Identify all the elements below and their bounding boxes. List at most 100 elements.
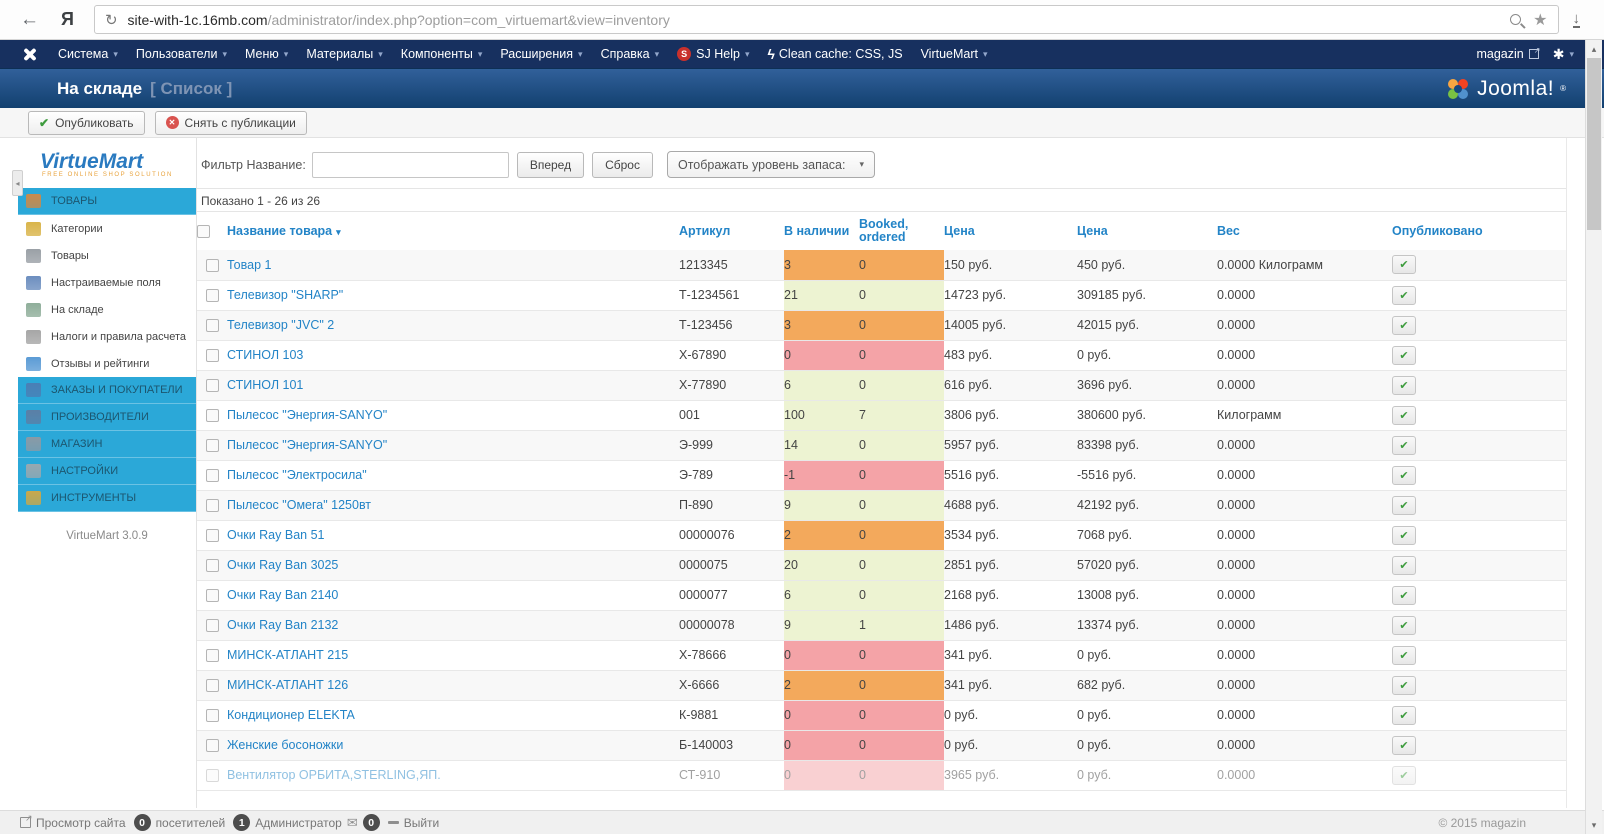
back-icon[interactable]: ← (20, 8, 39, 30)
scroll-up-arrow-icon[interactable]: ▴ (1591, 43, 1597, 54)
product-link[interactable]: Пылесос "Омега" 1250вт (227, 498, 372, 512)
column-header-weight[interactable]: Вес (1217, 224, 1240, 238)
row-checkbox[interactable] (205, 619, 219, 633)
row-checkbox[interactable] (205, 529, 219, 543)
product-link[interactable]: МИНСК-АТЛАНТ 126 (227, 678, 349, 692)
product-link[interactable]: Телевизор "JVC" 2 (227, 318, 335, 332)
scrollbar-thumb[interactable] (1587, 58, 1601, 230)
row-checkbox[interactable] (205, 469, 219, 483)
admin-menu-sj-help[interactable]: S SJ Help ▾ (668, 40, 758, 68)
row-checkbox[interactable] (205, 439, 219, 453)
unpublish-button[interactable]: ✕ Снять с публикации (154, 110, 307, 135)
sidebar-item[interactable]: НАСТРОЙКИ (18, 458, 196, 485)
admin-menu-item[interactable]: Справка ▾ (592, 40, 669, 68)
published-toggle[interactable]: ✔ (1392, 555, 1416, 575)
column-header-price-total[interactable]: Цена (1077, 224, 1108, 238)
published-toggle[interactable]: ✔ (1392, 735, 1416, 755)
logout-link[interactable]: Выйти (387, 816, 439, 830)
published-toggle[interactable]: ✔ (1392, 675, 1416, 695)
product-link[interactable]: Кондиционер ELEKTA (227, 708, 355, 722)
admin-menu-item[interactable]: Компоненты ▾ (392, 40, 492, 68)
column-header-sku[interactable]: Артикул (679, 224, 731, 238)
row-checkbox[interactable] (205, 559, 219, 573)
row-checkbox[interactable] (205, 769, 219, 783)
published-toggle[interactable]: ✔ (1392, 315, 1416, 335)
row-checkbox[interactable] (205, 349, 219, 363)
row-checkbox[interactable] (205, 679, 219, 693)
sidebar-item[interactable]: ПРОИЗВОДИТЕЛИ (18, 404, 196, 431)
published-toggle[interactable]: ✔ (1392, 765, 1416, 785)
row-checkbox[interactable] (205, 409, 219, 423)
product-link[interactable]: Женские босоножки (227, 738, 344, 752)
published-toggle[interactable]: ✔ (1392, 255, 1416, 275)
browser-logo[interactable]: Я (61, 9, 74, 29)
published-toggle[interactable]: ✔ (1392, 525, 1416, 545)
url-bar[interactable]: ↻ site-with-1c.16mb.com/administrator/in… (93, 5, 1559, 34)
published-toggle[interactable]: ✔ (1392, 495, 1416, 515)
product-link[interactable]: Товар 1 (227, 257, 272, 272)
published-toggle[interactable]: ✔ (1392, 705, 1416, 725)
product-link[interactable]: СТИНОЛ 101 (227, 378, 304, 392)
sidebar-item[interactable]: ИНСТРУМЕНТЫ (18, 485, 196, 512)
sidebar-item[interactable]: На складе (18, 296, 196, 323)
row-checkbox[interactable] (205, 379, 219, 393)
admin-menu-item[interactable]: Расширения ▾ (491, 40, 591, 68)
sidebar-item[interactable]: Категории (18, 215, 196, 242)
sidebar-item[interactable]: ТОВАРЫ (18, 188, 196, 215)
admin-menu-clean-cache[interactable]: ϟ Clean cache: CSS, JS (758, 40, 911, 68)
bookmark-star-icon[interactable]: ★ (1533, 11, 1548, 29)
admin-menu-item[interactable]: Материалы ▾ (297, 40, 391, 68)
row-checkbox[interactable] (205, 739, 219, 753)
row-checkbox[interactable] (205, 589, 219, 603)
publish-button[interactable]: ✔ Опубликовать (28, 110, 145, 135)
page-scrollbar[interactable]: ▴ ▾ (1585, 40, 1602, 834)
product-link[interactable]: Пылесос "Энергия-SANYO" (227, 438, 388, 452)
row-checkbox[interactable] (205, 289, 219, 303)
product-link[interactable]: Очки Ray Ban 3025 (227, 558, 339, 572)
sidebar-item[interactable]: Отзывы и рейтинги (18, 350, 196, 377)
admin-menu-item[interactable]: Система ▾ (49, 40, 127, 68)
product-link[interactable]: Вентилятор ОРБИТА,STERLING,ЯП. (227, 768, 441, 782)
admin-menu-item[interactable]: Меню ▾ (236, 40, 297, 68)
search-icon[interactable] (1510, 14, 1522, 25)
product-link[interactable]: Очки Ray Ban 51 (227, 528, 325, 542)
column-header-name[interactable]: Название товара ▾ (227, 212, 679, 250)
go-button[interactable]: Вперед (516, 151, 585, 178)
row-checkbox[interactable] (205, 319, 219, 333)
product-link[interactable]: МИНСК-АТЛАНТ 215 (227, 648, 349, 662)
view-site-link[interactable]: magazin (1476, 40, 1540, 68)
product-link[interactable]: Телевизор "SHARP" (227, 288, 344, 302)
reset-button[interactable]: Сброс (592, 151, 653, 178)
stock-level-dropdown[interactable]: Отображать уровень запаса: ▾ (666, 151, 876, 178)
scroll-down-arrow-icon[interactable]: ▾ (1591, 819, 1597, 830)
row-checkbox[interactable] (205, 709, 219, 723)
published-toggle[interactable]: ✔ (1392, 645, 1416, 665)
sidebar-item[interactable]: МАГАЗИН (18, 431, 196, 458)
product-link[interactable]: Пылесос "Энергия-SANYO" (227, 408, 388, 422)
published-toggle[interactable]: ✔ (1392, 375, 1416, 395)
admin-settings-menu[interactable]: ✱ ▾ (1553, 40, 1574, 68)
sidebar-item[interactable]: Налоги и правила расчета (18, 323, 196, 350)
admin-menu-item[interactable]: Пользователи ▾ (127, 40, 236, 68)
downloads-icon[interactable]: ↓ (1572, 9, 1580, 28)
row-checkbox[interactable] (205, 499, 219, 513)
footer-view-site[interactable]: Просмотр сайта (20, 813, 126, 830)
sidebar-item[interactable]: Настраиваемые поля (18, 269, 196, 296)
filter-name-input[interactable] (311, 151, 509, 178)
row-checkbox[interactable] (205, 649, 219, 663)
column-header-price[interactable]: Цена (944, 224, 975, 238)
select-all-checkbox[interactable] (197, 225, 210, 239)
published-toggle[interactable]: ✔ (1392, 285, 1416, 305)
column-header-stock[interactable]: В наличии (784, 224, 850, 238)
reload-icon[interactable]: ↻ (104, 11, 118, 29)
published-toggle[interactable]: ✔ (1392, 615, 1416, 635)
joomla-icon[interactable] (22, 47, 37, 62)
row-checkbox[interactable] (205, 258, 219, 272)
sidebar-collapse-handle[interactable]: ◂ (12, 170, 23, 196)
published-toggle[interactable]: ✔ (1392, 405, 1416, 425)
published-toggle[interactable]: ✔ (1392, 585, 1416, 605)
product-link[interactable]: Очки Ray Ban 2140 (227, 588, 339, 602)
published-toggle[interactable]: ✔ (1392, 345, 1416, 365)
admin-menu-virtuemart[interactable]: VirtueMart ▾ (912, 40, 997, 68)
sidebar-item[interactable]: Товары (18, 242, 196, 269)
